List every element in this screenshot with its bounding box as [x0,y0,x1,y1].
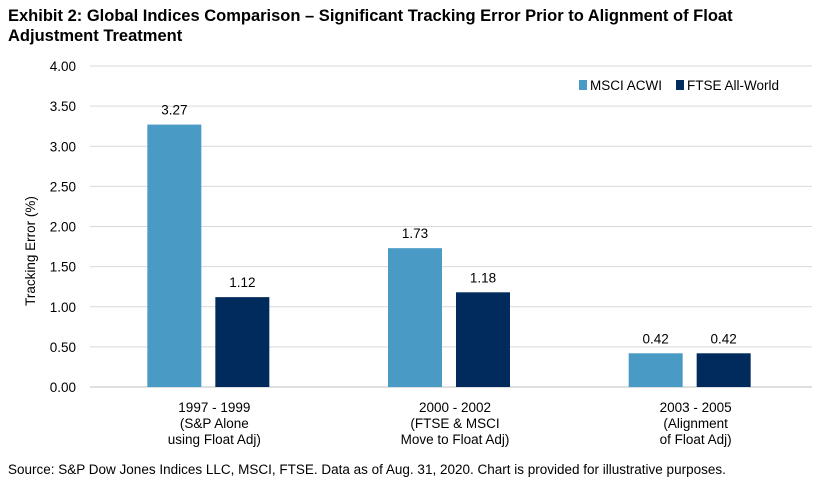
bar-msci-acwi [628,353,683,387]
x-category-label: (FTSE & MSCI [410,416,499,431]
data-label: 0.42 [643,331,669,346]
chart-title: Exhibit 2: Global Indices Comparison – S… [8,7,733,45]
legend-label: FTSE All-World [687,78,779,93]
y-tick-label: 0.50 [50,340,76,355]
bar-ftse-all-world [696,353,751,387]
x-category-label: Move to Float Adj) [401,432,510,447]
data-label: 1.73 [402,226,428,241]
bar-msci-acwi [388,248,442,387]
y-tick-label: 2.50 [50,179,76,194]
y-tick-label: 1.00 [50,300,76,315]
y-tick-label: 2.00 [50,220,76,235]
y-axis-label: Tracking Error (%) [23,196,38,306]
legend-label: MSCI ACWI [590,78,662,93]
data-label: 1.18 [470,270,496,285]
legend-swatch [676,80,684,90]
x-category-label: (Alignment [663,416,728,431]
y-tick-label: 3.50 [50,99,76,114]
y-tick-label: 1.50 [50,260,76,275]
x-category-label: 2000 - 2002 [419,400,491,415]
y-tick-label: 4.00 [50,59,76,74]
data-label: 3.27 [161,103,187,118]
x-category-label: (S&P Alone [180,416,249,431]
data-label: 1.12 [229,275,255,290]
legend-swatch [579,80,587,90]
y-tick-label: 0.00 [50,380,76,395]
bar-msci-acwi [147,124,202,388]
bar-ftse-all-world [456,292,510,387]
x-category-label: 1997 - 1999 [178,400,250,415]
bar-ftse-all-world [215,297,270,387]
source-note: Source: S&P Dow Jones Indices LLC, MSCI,… [8,462,726,477]
data-label: 0.42 [711,331,737,346]
x-category-label: of Float Adj) [660,432,732,447]
x-category-label: using Float Adj) [168,432,261,447]
y-tick-label: 3.00 [50,139,76,154]
x-category-label: 2003 - 2005 [660,400,732,415]
